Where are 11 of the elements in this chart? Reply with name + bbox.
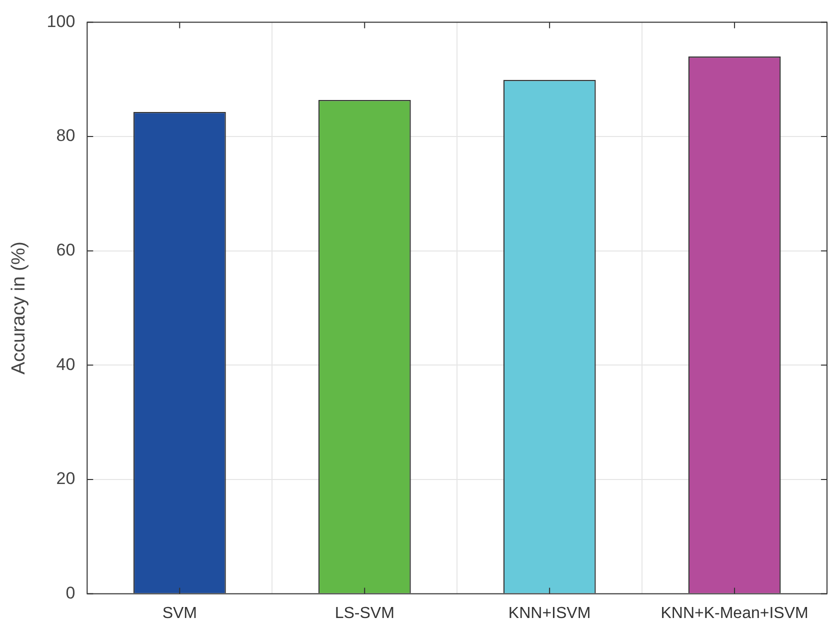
y-tick-label: 80	[56, 126, 76, 146]
x-tick-label: KNN+ISVM	[508, 604, 591, 622]
y-tick-label: 0	[66, 583, 76, 602]
y-axis-title: Accuracy in (%)	[8, 241, 30, 375]
y-tick-label: 20	[56, 469, 76, 488]
y-tick-label: 40	[56, 354, 76, 374]
y-tick-label: 60	[56, 240, 76, 260]
x-tick-label: SVM	[162, 604, 197, 622]
y-tick-label: 100	[46, 12, 76, 31]
x-tick-label: LS-SVM	[334, 604, 394, 622]
x-tick-label: KNN+K-Mean+ISVM	[660, 604, 808, 622]
